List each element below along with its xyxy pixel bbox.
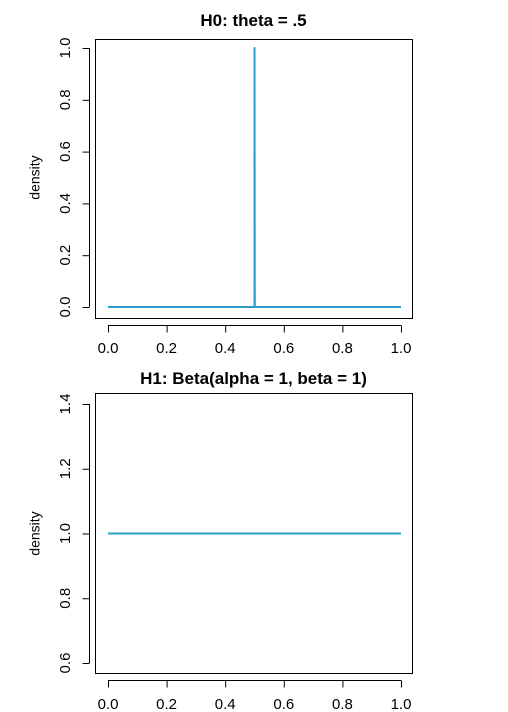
y-axis-label: density	[27, 511, 43, 555]
x-tick-label: 0.4	[215, 696, 236, 712]
x-tick-label: 0.8	[332, 696, 353, 712]
y-tick-label: 0.4	[57, 193, 74, 214]
y-tick-label: 0.0	[57, 297, 74, 318]
plot-frame	[95, 393, 413, 674]
x-tick-label: 0.2	[156, 696, 177, 712]
x-axis: 0.0 0.2 0.4 0.6 0.8 1.0	[98, 325, 412, 357]
h1-chart-panel: H1: Beta(alpha = 1, beta = 1) density 0.…	[27, 369, 413, 712]
y-tick-label: 1.0	[57, 523, 74, 544]
h0-chart-panel: H0: theta = .5 density 0.0 0.2 0.4 0.6 0.8 1.…	[27, 11, 413, 357]
x-tick-label: 0.0	[98, 696, 119, 712]
x-tick-label: 0.4	[215, 340, 236, 357]
chart-title: H0: theta = .5	[200, 11, 306, 30]
y-tick-label: 0.6	[57, 653, 74, 674]
y-tick-label: 1.0	[57, 38, 74, 59]
x-tick-label: 0.6	[273, 340, 294, 357]
y-tick-label: 1.4	[57, 394, 74, 415]
series-group	[108, 47, 401, 308]
x-tick-label: 1.0	[391, 340, 412, 357]
y-axis: 0.6 0.8 1.0 1.2 1.4	[57, 394, 90, 674]
x-tick-label: 0.8	[332, 340, 353, 357]
y-tick-label: 0.8	[57, 588, 74, 609]
y-tick-label: 0.2	[57, 245, 74, 266]
plot-frame	[95, 39, 413, 319]
x-tick-label: 0.2	[156, 340, 177, 357]
y-tick-label: 0.6	[57, 141, 74, 162]
chart-title: H1: Beta(alpha = 1, beta = 1)	[140, 369, 367, 388]
y-tick-label: 1.2	[57, 458, 74, 479]
x-tick-label: 0.6	[273, 696, 294, 712]
x-tick-label: 1.0	[391, 696, 412, 712]
x-tick-label: 0.0	[98, 340, 119, 357]
y-axis-label: density	[27, 155, 43, 199]
y-axis: 0.0 0.2 0.4 0.6 0.8 1.0	[57, 38, 90, 318]
x-axis: 0.0 0.2 0.4 0.6 0.8 1.0	[98, 680, 412, 712]
density-line	[108, 47, 401, 308]
y-tick-label: 0.8	[57, 89, 74, 110]
